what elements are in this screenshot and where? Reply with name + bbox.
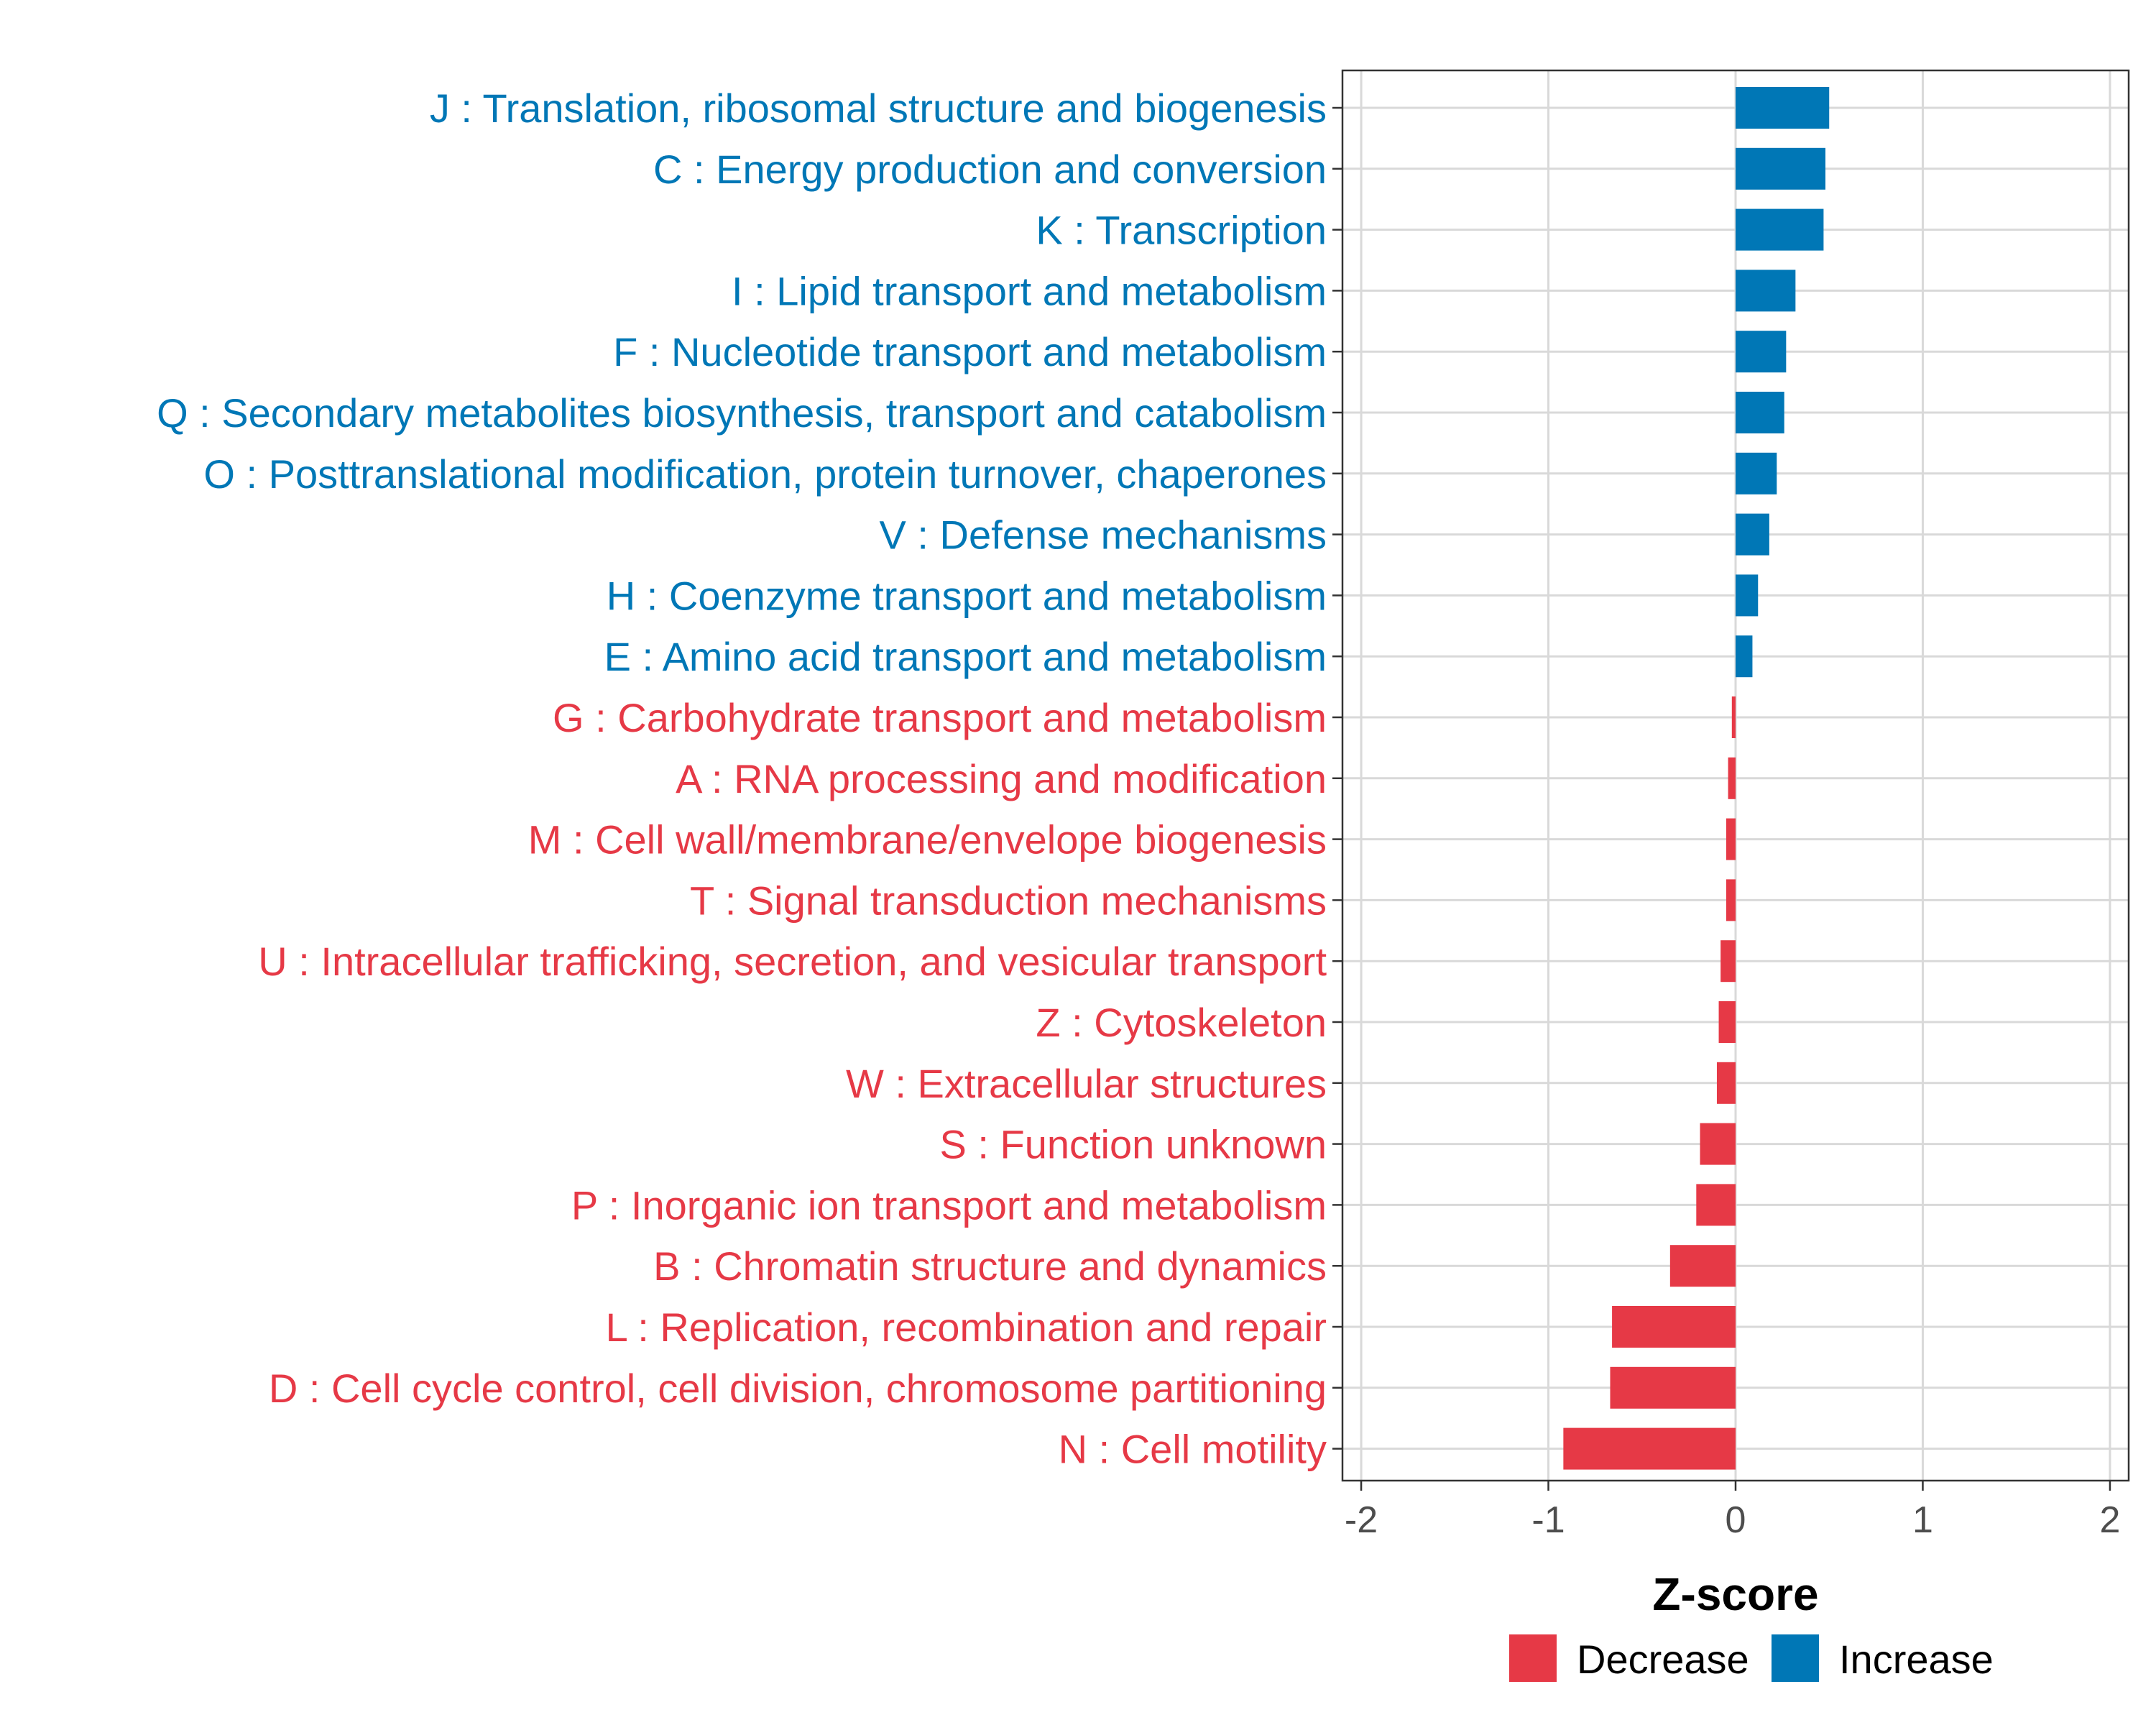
bar [1736,208,1824,251]
bar [1696,1184,1736,1226]
bar [1736,635,1753,678]
bar [1563,1427,1736,1470]
legend-label-increase: Increase [1839,1637,1994,1682]
category-label: L : Replication, recombination and repai… [606,1305,1327,1350]
x-tick-label: 2 [2099,1499,2120,1541]
x-tick-label: -2 [1345,1499,1378,1541]
axis-layer: J : Translation, ribosomal structure and… [157,86,2120,1541]
x-tick-label: 0 [1726,1499,1746,1541]
category-label: T : Signal transduction mechanisms [690,878,1327,923]
legend: Decrease Increase [1509,1634,1994,1682]
category-label: C : Energy production and conversion [653,147,1327,192]
legend-key-increase [1772,1634,1819,1682]
bar [1736,147,1826,190]
bar [1736,331,1787,373]
category-label: B : Chromatin structure and dynamics [653,1243,1327,1289]
bar [1736,87,1830,129]
bar [1726,879,1736,921]
category-label: V : Defense mechanisms [880,512,1327,558]
bar [1718,1001,1736,1043]
bar-layer [1563,87,1830,1470]
category-label: N : Cell motility [1059,1427,1327,1472]
category-label: E : Amino acid transport and metabolism [604,634,1327,679]
x-axis-title: Z-score [1652,1568,1818,1620]
category-label: O : Posttranslational modification, prot… [203,451,1327,497]
category-label: S : Function unknown [939,1122,1327,1167]
category-label: D : Cell cycle control, cell division, c… [269,1366,1327,1411]
x-tick-label: 1 [1912,1499,1933,1541]
bar [1610,1366,1736,1409]
category-label: P : Inorganic ion transport and metaboli… [571,1182,1327,1228]
bar [1736,574,1759,617]
category-label: I : Lipid transport and metabolism [732,268,1327,313]
category-label: M : Cell wall/membrane/envelope biogenes… [528,817,1327,862]
bar [1669,1245,1736,1287]
category-label: K : Transcription [1036,208,1327,253]
bar [1716,1062,1736,1104]
bar [1736,452,1777,494]
bar [1736,270,1796,312]
x-tick-label: -1 [1531,1499,1565,1541]
category-label: G : Carbohydrate transport and metabolis… [553,695,1327,740]
bar [1720,940,1736,983]
category-label: J : Translation, ribosomal structure and… [430,86,1327,131]
category-label: W : Extracellular structures [846,1061,1327,1106]
category-label: F : Nucleotide transport and metabolism [613,329,1327,374]
bar [1736,392,1784,433]
bar [1736,513,1769,556]
bar [1731,696,1736,738]
bar [1700,1123,1736,1165]
legend-label-decrease: Decrease [1577,1637,1749,1682]
bar [1726,818,1736,860]
legend-key-decrease [1509,1634,1557,1682]
category-label: Z : Cytoskeleton [1036,1000,1327,1045]
bar [1728,757,1736,799]
category-label: H : Coenzyme transport and metabolism [607,573,1327,618]
category-label: A : RNA processing and modification [676,756,1327,801]
bar [1612,1306,1736,1348]
category-label: U : Intracellular trafficking, secretion… [258,939,1327,984]
category-label: Q : Secondary metabolites biosynthesis, … [157,390,1327,436]
